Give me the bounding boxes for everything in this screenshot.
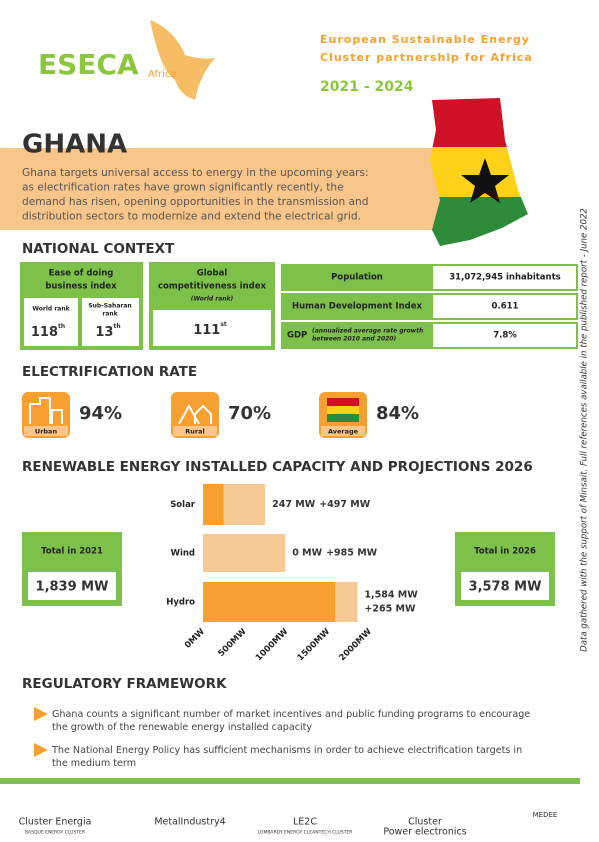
bar: [223, 484, 266, 525]
x-tick-label: 2000MW: [337, 626, 374, 663]
rank-box: [24, 298, 78, 346]
logo-name: Cluster Energia: [19, 817, 92, 828]
bullet-text: the growth of the renewable energy insta…: [52, 722, 312, 733]
rank-label: rank: [102, 311, 118, 318]
category-label: Solar: [170, 500, 196, 510]
country-name: GHANA: [22, 130, 127, 160]
icon-label: Rural: [185, 428, 204, 436]
logo-sub: BASQUE ENERGY CLUSTER: [25, 830, 85, 836]
bullet: [34, 743, 48, 757]
icon-flag: [327, 414, 359, 422]
icon: [178, 403, 212, 425]
bar: [203, 582, 336, 622]
description-line: distribution sectors to modernize and ex…: [22, 211, 361, 223]
rank-box: [153, 310, 271, 346]
rank: 111st: [193, 321, 227, 338]
value-label: +497 MW: [319, 499, 371, 510]
bullet-text: the medium term: [52, 758, 136, 769]
logo-sub: LOMBARDY ENERGY CLEANTECH CLUSTER: [258, 830, 353, 836]
value-label: +265 MW: [364, 604, 416, 615]
x-tick-label: 1500MW: [296, 626, 333, 663]
electrification-value: 84%: [376, 403, 419, 424]
bullet-text: Ghana counts a significant number of mar…: [52, 709, 530, 720]
section-title: REGULATORY FRAMEWORK: [22, 676, 227, 692]
logo-name: MetalIndustry4: [154, 817, 225, 828]
icon-label-bg: [173, 426, 217, 436]
logo-sub: Power electronics: [383, 827, 466, 838]
x-tick-label: 0MW: [183, 626, 207, 650]
stat-value: 31,072,945 inhabitants: [449, 273, 560, 283]
total-label: Total in 2026: [474, 547, 536, 557]
value-label: +985 MW: [326, 548, 378, 559]
icon-flag: [327, 406, 359, 414]
stat-value: 7.8%: [493, 331, 517, 341]
stat-note: (annualized average rate growth: [312, 328, 423, 335]
total-label: Total in 2021: [41, 547, 103, 557]
section-title: RENEWABLE ENERGY INSTALLED CAPACITY AND …: [22, 459, 533, 475]
stat-label: Population: [331, 273, 383, 283]
value-label: 247 MW: [272, 499, 316, 510]
stat-rows: [281, 264, 578, 349]
logo-name: Cluster: [408, 817, 442, 828]
description-line: demand has risen, opening opportunities …: [22, 196, 368, 208]
icon-label-bg: [321, 426, 365, 436]
section-title: ELECTRIFICATION RATE: [22, 364, 197, 380]
bar: [335, 582, 358, 622]
logo-shape: [150, 20, 215, 100]
category-label: Hydro: [166, 598, 195, 608]
value-label: 0 MW: [292, 548, 322, 559]
footer-line: [0, 778, 580, 784]
rank: 13th: [95, 323, 120, 340]
ghana-map: [430, 98, 528, 246]
electrification-value: 70%: [228, 403, 271, 424]
rank-label: World rank: [32, 306, 70, 313]
total-value: 3,578 MW: [469, 580, 542, 595]
description-line: Ghana targets universal access to energy…: [22, 167, 369, 179]
value-label: 1,584 MW: [364, 590, 418, 601]
description-line: as electrification rates have grown sign…: [22, 182, 344, 194]
icon-label: Average: [328, 428, 359, 436]
box-title: competitiveness index: [158, 282, 267, 292]
side-note: Data gathered with the support of Minsai…: [580, 208, 590, 652]
x-tick-label: 500MW: [216, 626, 249, 659]
stat-label: Human Development Index: [292, 302, 422, 312]
icon-label-bg: [24, 426, 68, 436]
logo-name: MEDEE: [533, 811, 558, 819]
box-title: Ease of doing: [49, 269, 114, 279]
category-label: Wind: [171, 549, 195, 559]
header-title: European Sustainable Energy: [320, 33, 530, 46]
bullet-text: The National Energy Policy has sufficien…: [51, 745, 522, 756]
icon-flag: [327, 398, 359, 406]
stat-value: 0.611: [492, 302, 519, 312]
total-value: 1,839 MW: [36, 580, 109, 595]
icon-label: Urban: [35, 428, 58, 436]
icon: [29, 397, 63, 424]
rank-label: Sub-Saharan: [88, 303, 131, 310]
total-value-box: [461, 572, 549, 600]
header-title: Cluster partnership for Africa: [320, 51, 533, 64]
box-title: Global: [197, 269, 228, 279]
stat-note: between 2010 and 2020): [312, 336, 396, 343]
rank: 118th: [31, 323, 65, 340]
bar: [203, 534, 286, 572]
logo: ESECA: [38, 48, 139, 81]
logo-sub: Africa: [148, 69, 177, 80]
description-band: [0, 148, 440, 230]
box-title: business index: [45, 282, 117, 292]
capacity-chart: Solar 247 MW +497 MW Wind 0 MW +985 MW Hydro 1,…: [166, 484, 418, 663]
logo-name: LE2C: [293, 817, 317, 828]
stat-label: GDP: [287, 331, 307, 341]
rank-box: [82, 298, 139, 346]
box-note: (World rank): [191, 296, 234, 303]
bullet: [34, 707, 48, 721]
electrification-value: 94%: [79, 403, 122, 424]
bar: [203, 484, 224, 525]
section-title: NATIONAL CONTEXT: [22, 241, 175, 257]
x-tick-label: 1000MW: [254, 626, 291, 663]
total-value-box: [28, 572, 116, 600]
years: 2021 - 2024: [320, 79, 414, 95]
